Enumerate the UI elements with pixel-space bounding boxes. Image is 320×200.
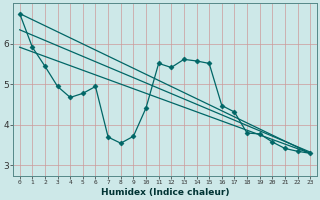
X-axis label: Humidex (Indice chaleur): Humidex (Indice chaleur) bbox=[101, 188, 229, 197]
